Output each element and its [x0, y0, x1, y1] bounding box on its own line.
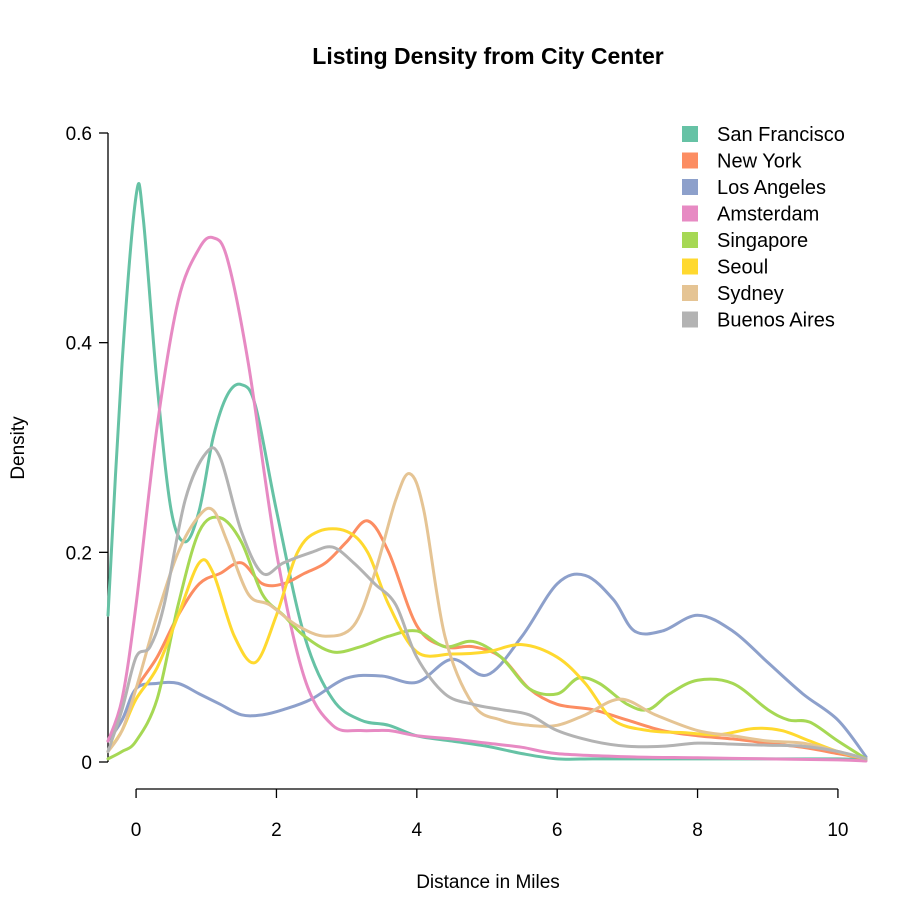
legend-label-sydney: Sydney — [717, 283, 784, 305]
legend-label-seoul: Seoul — [717, 257, 768, 279]
legend-label-new-york: New York — [717, 151, 802, 173]
x-tick-label: 0 — [131, 820, 142, 841]
series-line-buenos-aires — [106, 446, 868, 761]
series-line-san-francisco — [106, 181, 868, 762]
series-line-los-angeles — [106, 572, 868, 759]
x-axis: 0 2 4 6 8 10 — [131, 788, 848, 841]
legend-swatch-new-york — [682, 152, 698, 169]
series-line-seoul — [106, 527, 868, 761]
x-tick-label: 6 — [552, 820, 563, 841]
x-tick-label: 10 — [827, 820, 848, 841]
legend-label-san-francisco: San Francisco — [717, 124, 845, 146]
legend-swatch-buenos-aires — [682, 311, 698, 328]
y-tick-label: 0 — [81, 753, 92, 774]
series-line-singapore — [106, 515, 868, 761]
legend-label-buenos-aires: Buenos Aires — [717, 310, 835, 332]
x-tick-label: 8 — [692, 820, 703, 841]
y-tick-label: 0.6 — [66, 124, 92, 145]
chart-title: Listing Density from City Center — [312, 43, 663, 69]
legend-swatch-san-francisco — [682, 126, 698, 142]
y-tick-label: 0.4 — [66, 334, 93, 355]
legend-label-singapore: Singapore — [717, 230, 808, 252]
legend-swatch-amsterdam — [682, 205, 698, 222]
y-tick-label: 0.2 — [66, 543, 92, 564]
x-tick-label: 2 — [271, 820, 282, 841]
legend-swatch-seoul — [682, 258, 698, 275]
y-axis: 0 0.2 0.4 0.6 — [66, 124, 109, 774]
y-axis-label: Density — [8, 416, 29, 480]
legend-swatch-sydney — [682, 285, 698, 301]
legend-label-amsterdam: Amsterdam — [717, 204, 819, 226]
series-line-amsterdam — [106, 235, 868, 763]
x-tick-label: 4 — [412, 820, 423, 841]
legend-swatch-los-angeles — [682, 179, 698, 195]
series-group — [106, 181, 868, 763]
series-line-new-york — [106, 519, 868, 761]
x-axis-label: Distance in Miles — [416, 872, 560, 893]
legend-swatch-singapore — [682, 232, 698, 248]
series-line-sydney — [106, 472, 868, 761]
legend-label-los-angeles: Los Angeles — [717, 177, 826, 199]
legend: San Francisco New York Los Angeles Amsterda… — [682, 124, 845, 332]
